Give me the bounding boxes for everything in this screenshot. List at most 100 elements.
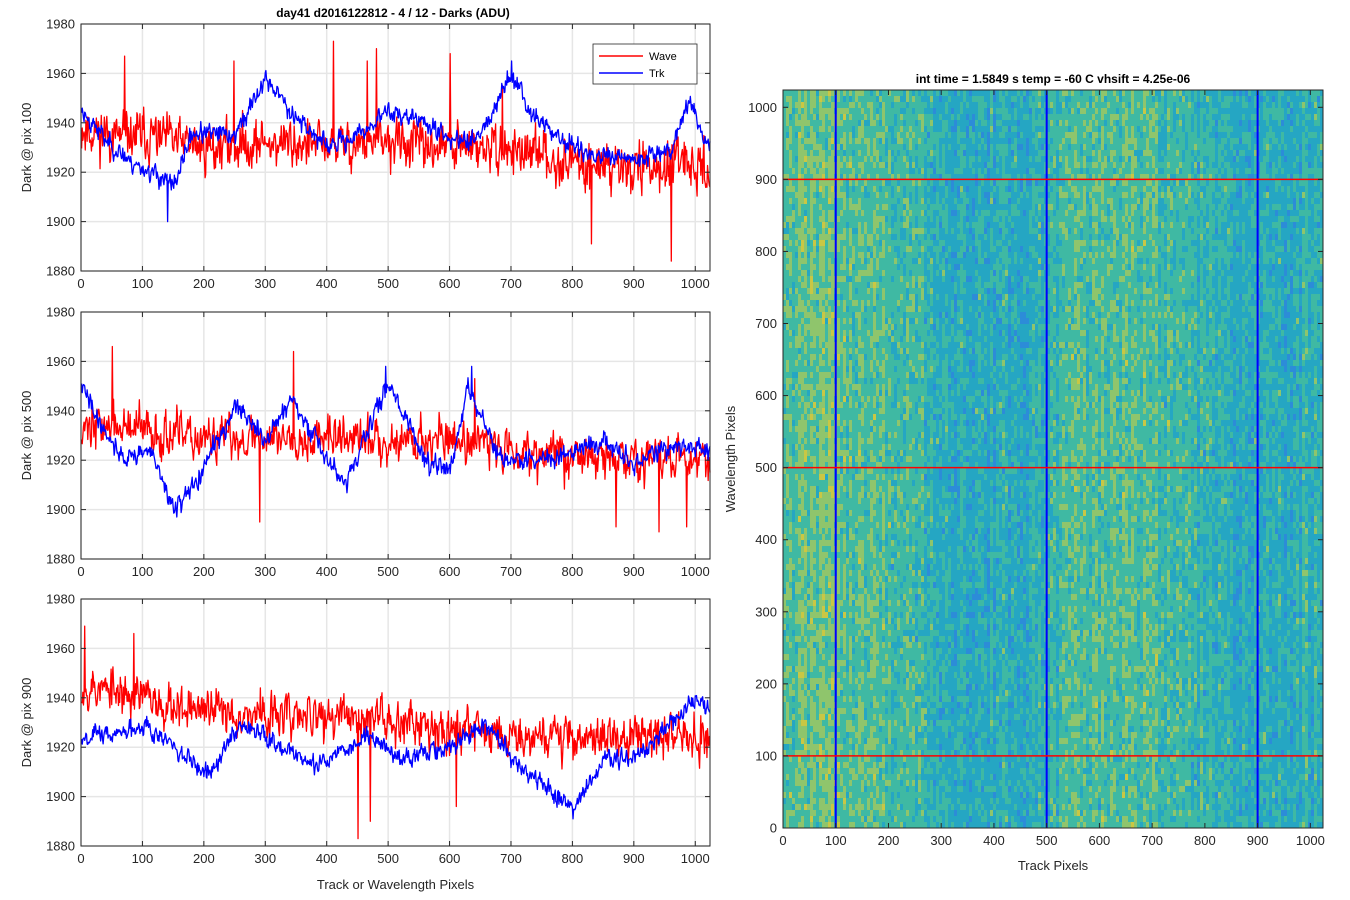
- heatmap-cell: [825, 444, 829, 451]
- heatmap-cell: [798, 456, 802, 463]
- heatmap-cell: [891, 120, 895, 127]
- heatmap-cell: [879, 534, 883, 541]
- heatmap-cell: [786, 312, 790, 319]
- heatmap-cell: [855, 714, 859, 721]
- heatmap-cell: [864, 780, 868, 787]
- heatmap-cell: [819, 384, 823, 391]
- heatmap-cell: [798, 384, 802, 391]
- heatmap-cell: [873, 378, 877, 385]
- heatmap-cell: [789, 240, 793, 247]
- heatmap-cell: [840, 330, 844, 337]
- heatmap-cell: [873, 390, 877, 397]
- heatmap-cell: [894, 804, 898, 811]
- heatmap-cell: [828, 486, 832, 493]
- heatmap-cell: [846, 456, 850, 463]
- heatmap-cell: [801, 474, 805, 481]
- heatmap-cell: [846, 312, 850, 319]
- heatmap-cell: [792, 378, 796, 385]
- heatmap-cell: [879, 156, 883, 163]
- heatmap-cell: [798, 474, 802, 481]
- heatmap-cell: [858, 408, 862, 415]
- heatmap-cell: [822, 492, 826, 499]
- heatmap-cell: [816, 684, 820, 691]
- heatmap-cell: [786, 204, 790, 211]
- heatmap-cell: [873, 636, 877, 643]
- heatmap-cell: [825, 774, 829, 781]
- heatmap-cell: [786, 126, 790, 133]
- heatmap-cell: [858, 330, 862, 337]
- heatmap-cell: [816, 762, 820, 769]
- heatmap-cell: [858, 798, 862, 805]
- heatmap-cell: [810, 210, 814, 217]
- heatmap-cell: [798, 594, 802, 601]
- heatmap-cell: [804, 138, 808, 145]
- heatmap-cell: [888, 618, 892, 625]
- heatmap-cell: [798, 810, 802, 817]
- heatmap-cell: [858, 348, 862, 355]
- heatmap-cell: [843, 300, 847, 307]
- heatmap-cell: [843, 798, 847, 805]
- heatmap-cell: [858, 654, 862, 661]
- heatmap-cell: [867, 726, 871, 733]
- heatmap-cell: [837, 816, 841, 823]
- heatmap-cell: [786, 792, 790, 799]
- heatmap-cell: [864, 804, 868, 811]
- heatmap-cell: [861, 534, 865, 541]
- heatmap-cell: [804, 612, 808, 619]
- heatmap-cell: [819, 120, 823, 127]
- x-tick-label: 100: [132, 851, 154, 866]
- heatmap-cell: [813, 366, 817, 373]
- heatmap-cell: [828, 300, 832, 307]
- heatmap-cell: [804, 534, 808, 541]
- heatmap-cell: [861, 516, 865, 523]
- heatmap-cell: [894, 666, 898, 673]
- heatmap-cell: [885, 354, 889, 361]
- heatmap-cell: [792, 624, 796, 631]
- heatmap-cell: [828, 702, 832, 709]
- heatmap-cell: [843, 570, 847, 577]
- heatmap-cell: [894, 126, 898, 133]
- heatmap-cell: [861, 312, 865, 319]
- heatmap-cell: [870, 252, 874, 259]
- heatmap-cell: [876, 612, 880, 619]
- heatmap-cell: [861, 108, 865, 115]
- heatmap-cell: [792, 264, 796, 271]
- heatmap-cell: [795, 708, 799, 715]
- heatmap-cell: [837, 246, 841, 253]
- heatmap-cell: [864, 312, 868, 319]
- heatmap-cell: [807, 120, 811, 127]
- heatmap-cell: [873, 462, 877, 469]
- heatmap-cell: [873, 420, 877, 427]
- heatmap-cell: [819, 504, 823, 511]
- heatmap-cell: [870, 180, 874, 187]
- heatmap-cell: [846, 660, 850, 667]
- heatmap-cell: [882, 696, 886, 703]
- heatmap-cell: [798, 822, 802, 828]
- heatmap-cell: [888, 696, 892, 703]
- heatmap-cell: [837, 666, 841, 673]
- heatmap-cell: [849, 210, 853, 217]
- heatmap-cell: [897, 354, 901, 361]
- heatmap-cell: [861, 510, 865, 517]
- heatmap-cell: [831, 342, 835, 349]
- heatmap-cell: [885, 468, 889, 475]
- heatmap-cell: [807, 198, 811, 205]
- heatmap-cell: [825, 738, 829, 745]
- heatmap-cell: [825, 636, 829, 643]
- heatmap-cell: [867, 204, 871, 211]
- heatmap-cell: [882, 576, 886, 583]
- heatmap-cell: [798, 402, 802, 409]
- heatmap-cell: [801, 402, 805, 409]
- heatmap-cell: [786, 186, 790, 193]
- heatmap-cell: [840, 564, 844, 571]
- heatmap-cell: [870, 204, 874, 211]
- heatmap-cell: [861, 468, 865, 475]
- heatmap-cell: [858, 708, 862, 715]
- x-tick-label: 700: [500, 276, 522, 291]
- heatmap-cell: [873, 660, 877, 667]
- heatmap-cell: [879, 672, 883, 679]
- legend[interactable]: Wave Trk: [592, 43, 698, 85]
- heatmap-cell: [861, 144, 865, 151]
- heatmap-cell: [855, 234, 859, 241]
- heatmap-cell: [813, 396, 817, 403]
